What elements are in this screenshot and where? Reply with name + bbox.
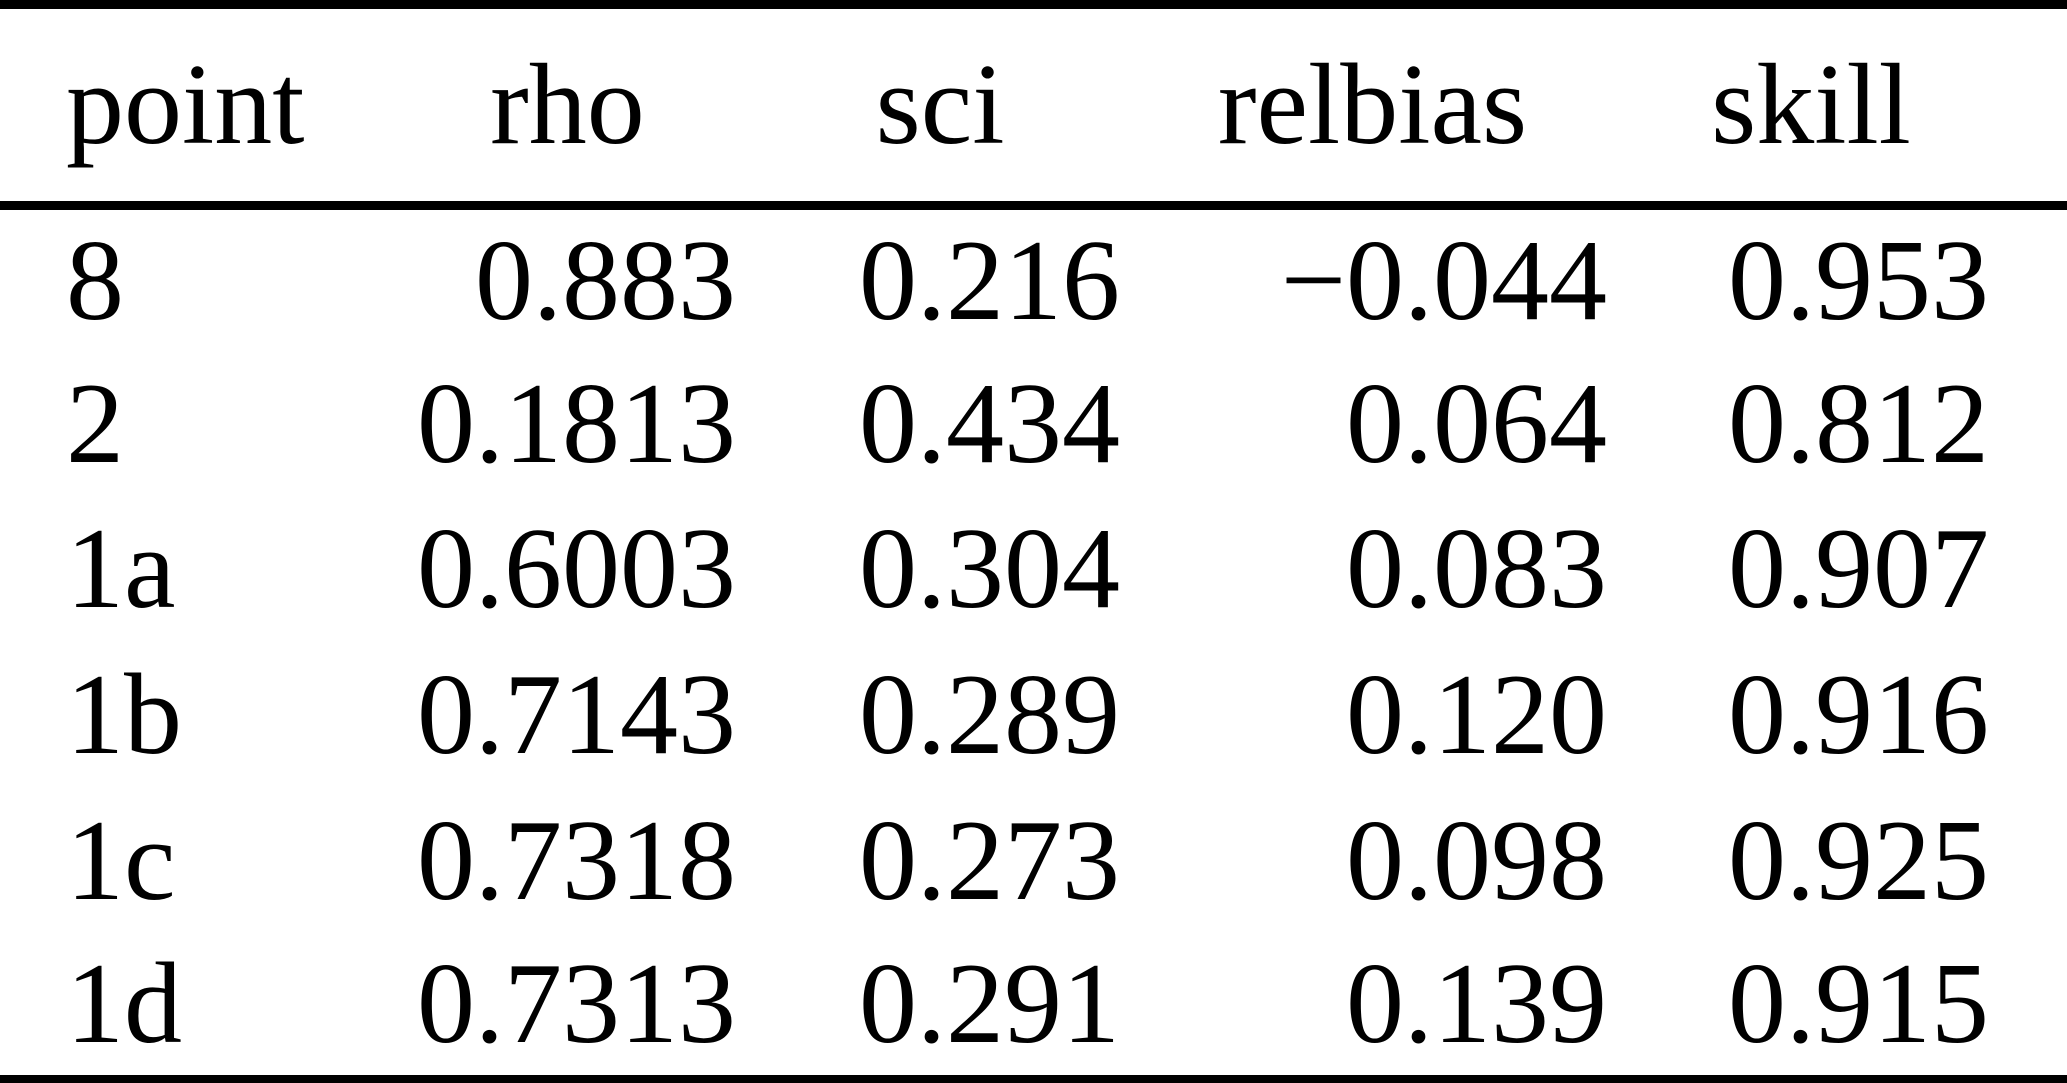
table-row: 2 0.1813 0.434 0.064 0.812 <box>0 351 2067 497</box>
cell-rho: 0.7143 <box>417 651 736 780</box>
cell-rho: 0.7313 <box>417 940 736 1069</box>
cell-relbias: 0.064 <box>1346 359 1607 488</box>
cell-point: 8 <box>66 216 124 345</box>
cell-skill: 0.907 <box>1728 505 1989 634</box>
cell-sci: 0.216 <box>859 216 1120 345</box>
col-header-relbias: relbias <box>1130 4 1615 210</box>
col-header-skill: skill <box>1615 4 2067 210</box>
table-row: 1b 0.7143 0.289 0.120 0.916 <box>0 642 2067 788</box>
cell-sci: 0.289 <box>859 651 1120 780</box>
cell-point: 1b <box>66 651 182 780</box>
col-header-sci: sci <box>750 4 1130 210</box>
cell-point: 1a <box>66 505 176 634</box>
col-header-rho: rho <box>385 4 750 210</box>
cell-relbias: 0.139 <box>1346 940 1607 1069</box>
table-row: 1a 0.6003 0.304 0.083 0.907 <box>0 497 2067 643</box>
cell-point: 1d <box>66 940 182 1069</box>
cell-skill: 0.812 <box>1728 359 1989 488</box>
table-row: 8 0.883 0.216 −0.044 0.953 <box>0 206 2067 352</box>
cell-rho: 0.1813 <box>417 359 736 488</box>
cell-relbias: −0.044 <box>1280 216 1607 345</box>
cell-sci: 0.273 <box>859 796 1120 925</box>
cell-skill: 0.916 <box>1728 651 1989 780</box>
table-row: 1d 0.7313 0.291 0.139 0.915 <box>0 933 2067 1079</box>
cell-sci: 0.434 <box>859 359 1120 488</box>
table-body: 8 0.883 0.216 −0.044 0.953 2 0.1813 0.43… <box>0 206 2067 1080</box>
cell-relbias: 0.098 <box>1346 796 1607 925</box>
cell-rho: 0.7318 <box>417 796 736 925</box>
cell-point: 1c <box>66 796 176 925</box>
cell-relbias: 0.120 <box>1346 651 1607 780</box>
col-header-point: point <box>0 4 385 210</box>
cell-sci: 0.291 <box>859 940 1120 1069</box>
cell-sci: 0.304 <box>859 505 1120 634</box>
cell-point: 2 <box>66 359 124 488</box>
cell-relbias: 0.083 <box>1346 505 1607 634</box>
cell-rho: 0.6003 <box>417 505 736 634</box>
header-row: point rho sci relbias skill <box>0 4 2067 210</box>
cell-rho: 0.883 <box>475 216 736 345</box>
cell-skill: 0.925 <box>1728 796 1989 925</box>
cell-skill: 0.915 <box>1728 940 1989 1069</box>
cell-skill: 0.953 <box>1728 216 1989 345</box>
table-row: 1c 0.7318 0.273 0.098 0.925 <box>0 788 2067 934</box>
table-header: point rho sci relbias skill <box>0 4 2067 210</box>
